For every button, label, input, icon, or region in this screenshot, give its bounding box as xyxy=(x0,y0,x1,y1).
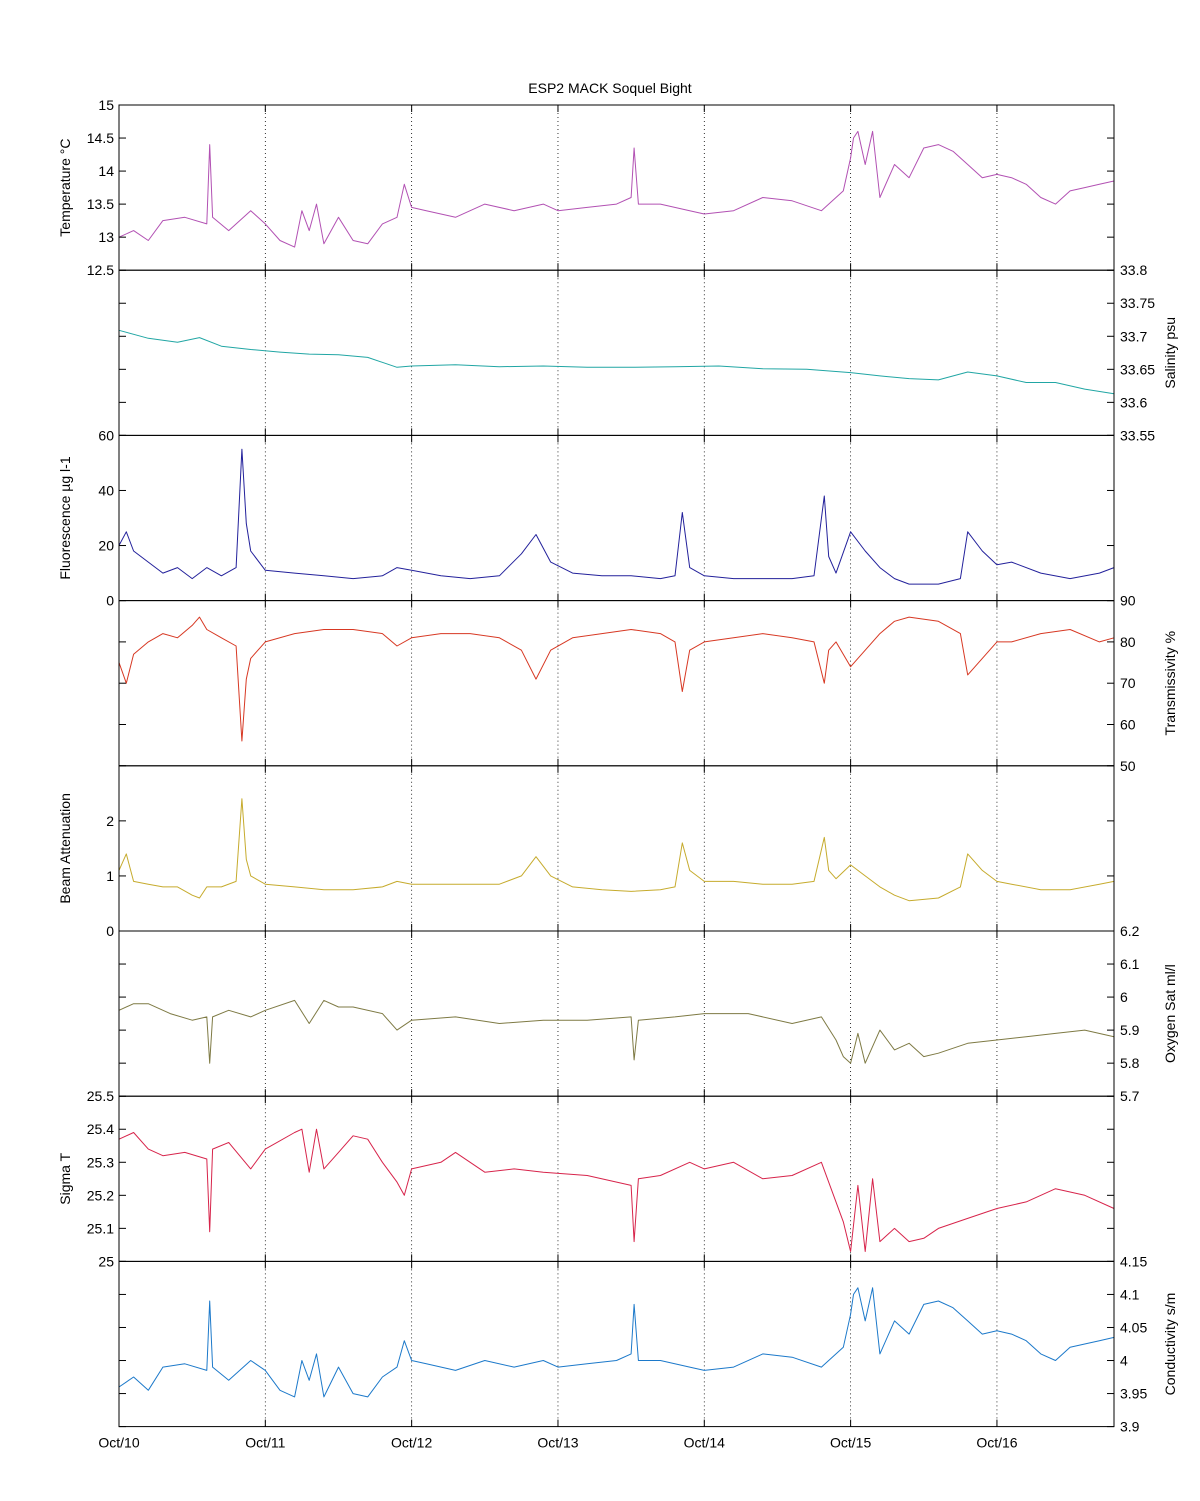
y-tick-label: 3.95 xyxy=(1120,1386,1147,1402)
series-line-salinity xyxy=(118,329,1115,395)
y-tick-label: 1 xyxy=(106,868,114,884)
y-tick-label: 40 xyxy=(98,482,114,498)
panel-frame xyxy=(118,765,1115,932)
y-tick-label: 60 xyxy=(98,427,114,443)
y-tick-label: 33.55 xyxy=(1120,427,1155,443)
y-tick-label: 25.3 xyxy=(87,1154,114,1170)
panel-beam_attenuation: 0 1 2 Beam Attenuation xyxy=(57,765,1115,939)
y-tick-label: 13.5 xyxy=(87,196,114,212)
y-axis-label: Temperature °C xyxy=(57,138,73,236)
y-tick-label: 33.75 xyxy=(1120,295,1155,311)
panel-frame xyxy=(118,600,1115,767)
x-tick-label: Oct/16 xyxy=(976,1435,1017,1451)
series-line-transmissivity xyxy=(118,616,1115,742)
y-tick-label: 80 xyxy=(1120,634,1136,650)
y-tick-label: 6 xyxy=(1120,989,1128,1005)
x-tick-label: Oct/14 xyxy=(684,1435,725,1451)
y-tick-label: 33.8 xyxy=(1120,262,1147,278)
x-tick-label: Oct/13 xyxy=(537,1435,578,1451)
y-axis-label: Beam Attenuation xyxy=(57,793,73,904)
y-tick-label: 3.9 xyxy=(1120,1419,1140,1435)
y-tick-label: 15 xyxy=(98,97,114,113)
panel-conductivity: 3.9 3.95 4 4.05 4.1 4.15 Conductivity s/m xyxy=(118,1253,1178,1435)
y-axis-label: Sigma T xyxy=(57,1152,73,1204)
figure-title: ESP2 MACK Soquel Bight xyxy=(528,80,692,96)
panel-frame xyxy=(118,104,1115,271)
panel-frame xyxy=(118,269,1115,436)
y-tick-label: 2 xyxy=(106,813,114,829)
y-tick-label: 25.1 xyxy=(87,1220,114,1236)
y-tick-label: 14 xyxy=(98,163,114,179)
panel-salinity: 33.55 33.6 33.65 33.7 33.75 33.8 Salinity psu xyxy=(118,262,1178,443)
x-tick-label: Oct/15 xyxy=(830,1435,871,1451)
series-line-oxygen_sat xyxy=(118,999,1115,1064)
series-line-temperature xyxy=(118,130,1115,248)
x-tick-label: Oct/11 xyxy=(245,1435,285,1451)
y-tick-label: 4.05 xyxy=(1120,1319,1147,1335)
x-tick-label: Oct/12 xyxy=(391,1435,432,1451)
y-tick-label: 50 xyxy=(1120,758,1136,774)
y-tick-label: 70 xyxy=(1120,675,1136,691)
y-tick-label: 33.7 xyxy=(1120,328,1147,344)
y-tick-label: 5.9 xyxy=(1120,1022,1140,1038)
y-tick-label: 25 xyxy=(98,1253,114,1269)
y-tick-label: 60 xyxy=(1120,717,1136,733)
y-tick-label: 33.6 xyxy=(1120,394,1147,410)
y-tick-label: 25.5 xyxy=(87,1088,114,1104)
y-tick-label: 20 xyxy=(98,538,114,554)
y-tick-label: 12.5 xyxy=(87,262,114,278)
y-tick-label: 33.65 xyxy=(1120,361,1155,377)
series-line-beam_attenuation xyxy=(118,798,1115,902)
x-axis-labels: Oct/10 Oct/11 Oct/12 Oct/13 Oct/14 Oct/15 Oct/… xyxy=(98,1435,1017,1451)
y-tick-label: 25.4 xyxy=(87,1121,114,1137)
y-axis-label: Transmissivity % xyxy=(1162,631,1178,736)
y-tick-label: 4 xyxy=(1120,1353,1128,1369)
series-line-sigma_t xyxy=(118,1128,1115,1252)
y-tick-label: 0 xyxy=(106,593,114,609)
y-tick-label: 4.15 xyxy=(1120,1253,1147,1269)
y-tick-label: 0 xyxy=(106,923,114,939)
y-axis-label: Fluorescence µg l-1 xyxy=(57,456,73,579)
y-tick-label: 6.2 xyxy=(1120,923,1140,939)
y-axis-label: Conductivity s/m xyxy=(1162,1293,1178,1396)
panel-sigma_t: 25 25.1 25.2 25.3 25.4 25.5 Sigma T xyxy=(57,1088,1115,1269)
y-tick-label: 6.1 xyxy=(1120,956,1140,972)
y-axis-label: Salinity psu xyxy=(1162,317,1178,389)
y-tick-label: 5.7 xyxy=(1120,1088,1140,1104)
y-tick-label: 5.8 xyxy=(1120,1055,1140,1071)
series-line-fluorescence xyxy=(118,448,1115,585)
panel-frame xyxy=(118,1260,1115,1428)
panel-oxygen_sat: 5.7 5.8 5.9 6 6.1 6.2 Oxygen Sat ml/l xyxy=(118,923,1178,1104)
panel-transmissivity: 50 60 70 80 90 Transmissivity % xyxy=(118,593,1178,774)
panel-temperature: 12.5 13 13.5 14 14.5 15 Temperature °C xyxy=(57,97,1115,278)
panel-frame xyxy=(118,1095,1115,1262)
panel-frame xyxy=(118,930,1115,1097)
series-line-conductivity xyxy=(118,1287,1115,1398)
y-axis-label: Oxygen Sat ml/l xyxy=(1162,964,1178,1063)
y-tick-label: 25.2 xyxy=(87,1187,114,1203)
x-tick-label: Oct/10 xyxy=(98,1435,139,1451)
panel-fluorescence: 0 20 40 60 Fluorescence µg l-1 xyxy=(57,427,1115,609)
y-tick-label: 13 xyxy=(98,229,114,245)
y-tick-label: 14.5 xyxy=(87,130,114,146)
y-tick-label: 90 xyxy=(1120,593,1136,609)
y-tick-label: 4.1 xyxy=(1120,1286,1140,1302)
